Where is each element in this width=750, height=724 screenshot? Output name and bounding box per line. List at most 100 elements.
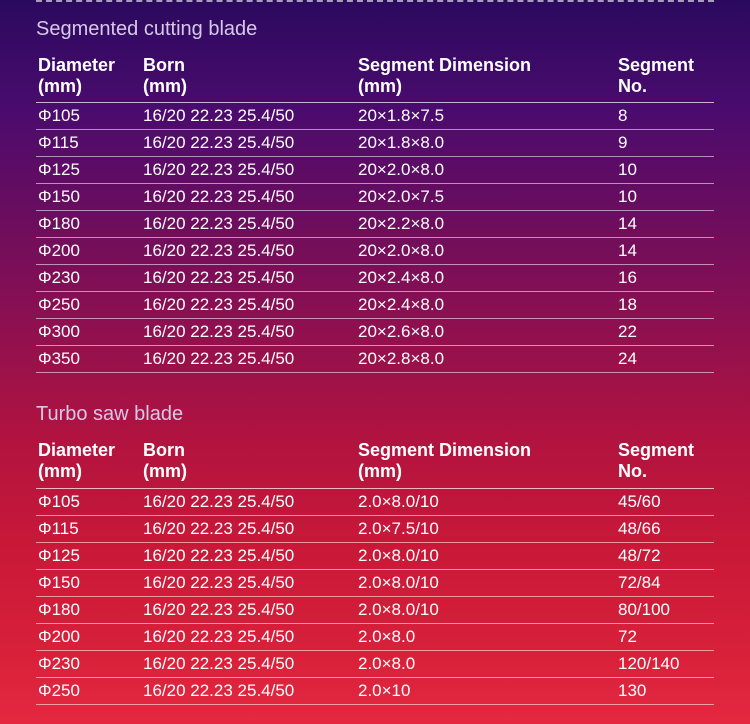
- table-cell: 130: [616, 677, 714, 704]
- table-cell: 16/20 22.23 25.4/50: [141, 515, 356, 542]
- table-cell: 20×2.2×8.0: [356, 211, 616, 238]
- table-cell: 16/20 22.23 25.4/50: [141, 211, 356, 238]
- table-row: Φ30016/20 22.23 25.4/5020×2.6×8.022: [36, 319, 714, 346]
- col-header-born: Born(mm): [141, 51, 356, 103]
- table-cell: Φ230: [36, 265, 141, 292]
- table-cell: 16/20 22.23 25.4/50: [141, 488, 356, 515]
- table-cell: 16: [616, 265, 714, 292]
- table-cell: Φ125: [36, 157, 141, 184]
- table-cell: 2.0×8.0/10: [356, 488, 616, 515]
- table-cell: 2.0×7.5/10: [356, 515, 616, 542]
- table-cell: Φ300: [36, 319, 141, 346]
- table-cell: 2.0×8.0: [356, 623, 616, 650]
- table-cell: 2.0×8.0/10: [356, 596, 616, 623]
- table-cell: 80/100: [616, 596, 714, 623]
- table-row: Φ11516/20 22.23 25.4/502.0×7.5/1048/66: [36, 515, 714, 542]
- table-cell: Φ230: [36, 650, 141, 677]
- table-row: Φ10516/20 22.23 25.4/502.0×8.0/1045/60: [36, 488, 714, 515]
- table-cell: 2.0×8.0/10: [356, 542, 616, 569]
- col-header-segment-no: SegmentNo.: [616, 436, 714, 488]
- table-cell: 16/20 22.23 25.4/50: [141, 319, 356, 346]
- table-cell: Φ180: [36, 596, 141, 623]
- table-cell: 20×2.6×8.0: [356, 319, 616, 346]
- table-row: Φ12516/20 22.23 25.4/5020×2.0×8.010: [36, 157, 714, 184]
- table-cell: 20×1.8×7.5: [356, 103, 616, 130]
- table-row: Φ12516/20 22.23 25.4/502.0×8.0/1048/72: [36, 542, 714, 569]
- table-cell: 20×2.0×8.0: [356, 157, 616, 184]
- table-body-2: Φ10516/20 22.23 25.4/502.0×8.0/1045/60Φ1…: [36, 488, 714, 704]
- table-row: Φ20016/20 22.23 25.4/5020×2.0×8.014: [36, 238, 714, 265]
- table-cell: 16/20 22.23 25.4/50: [141, 677, 356, 704]
- table-row: Φ15016/20 22.23 25.4/5020×2.0×7.510: [36, 184, 714, 211]
- table-cell: 2.0×8.0: [356, 650, 616, 677]
- table-row: Φ35016/20 22.23 25.4/5020×2.8×8.024: [36, 346, 714, 373]
- table-turbo: Diameter(mm) Born(mm) Segment Dimension(…: [36, 436, 714, 704]
- table-cell: Φ200: [36, 238, 141, 265]
- table-cell: 45/60: [616, 488, 714, 515]
- section-title-1: Segmented cutting blade: [36, 12, 714, 51]
- table-cell: 22: [616, 319, 714, 346]
- table-row: Φ23016/20 22.23 25.4/502.0×8.0120/140: [36, 650, 714, 677]
- table-cell: 14: [616, 211, 714, 238]
- table-row: Φ25016/20 22.23 25.4/5020×2.4×8.018: [36, 292, 714, 319]
- table-cell: 20×2.0×7.5: [356, 184, 616, 211]
- col-header-born: Born(mm): [141, 436, 356, 488]
- table-cell: 2.0×8.0/10: [356, 569, 616, 596]
- table-cell: 16/20 22.23 25.4/50: [141, 650, 356, 677]
- table-cell: Φ150: [36, 184, 141, 211]
- table-cell: 20×2.0×8.0: [356, 238, 616, 265]
- table-cell: 16/20 22.23 25.4/50: [141, 596, 356, 623]
- table-cell: Φ115: [36, 515, 141, 542]
- table-row: Φ25016/20 22.23 25.4/502.0×10130: [36, 677, 714, 704]
- table-cell: 16/20 22.23 25.4/50: [141, 103, 356, 130]
- col-header-diameter: Diameter(mm): [36, 436, 141, 488]
- table-row: Φ18016/20 22.23 25.4/5020×2.2×8.014: [36, 211, 714, 238]
- table-row: Φ23016/20 22.23 25.4/5020×2.4×8.016: [36, 265, 714, 292]
- table-cell: 2.0×10: [356, 677, 616, 704]
- table-cell: 16/20 22.23 25.4/50: [141, 184, 356, 211]
- table-body-1: Φ10516/20 22.23 25.4/5020×1.8×7.58Φ11516…: [36, 103, 714, 373]
- table-cell: 16/20 22.23 25.4/50: [141, 157, 356, 184]
- table-cell: 120/140: [616, 650, 714, 677]
- table-cell: 48/72: [616, 542, 714, 569]
- table-cell: 16/20 22.23 25.4/50: [141, 238, 356, 265]
- table-cell: 20×2.8×8.0: [356, 346, 616, 373]
- table-cell: 20×2.4×8.0: [356, 292, 616, 319]
- table-row: Φ10516/20 22.23 25.4/5020×1.8×7.58: [36, 103, 714, 130]
- table-row: Φ18016/20 22.23 25.4/502.0×8.0/1080/100: [36, 596, 714, 623]
- table-cell: 24: [616, 346, 714, 373]
- table-header-row: Diameter(mm) Born(mm) Segment Dimension(…: [36, 51, 714, 103]
- table-row: Φ11516/20 22.23 25.4/5020×1.8×8.09: [36, 130, 714, 157]
- table-cell: Φ180: [36, 211, 141, 238]
- col-header-segment-no: SegmentNo.: [616, 51, 714, 103]
- table-cell: Φ125: [36, 542, 141, 569]
- table-cell: Φ115: [36, 130, 141, 157]
- table-cell: 20×1.8×8.0: [356, 130, 616, 157]
- table-header-row: Diameter(mm) Born(mm) Segment Dimension(…: [36, 436, 714, 488]
- top-dashes: [36, 0, 714, 2]
- table-cell: 16/20 22.23 25.4/50: [141, 542, 356, 569]
- table-row: Φ20016/20 22.23 25.4/502.0×8.072: [36, 623, 714, 650]
- table-cell: 48/66: [616, 515, 714, 542]
- table-cell: Φ105: [36, 103, 141, 130]
- col-header-diameter: Diameter(mm): [36, 51, 141, 103]
- table-cell: 16/20 22.23 25.4/50: [141, 292, 356, 319]
- page-container: Segmented cutting blade Diameter(mm) Bor…: [0, 0, 750, 705]
- table-cell: Φ250: [36, 677, 141, 704]
- section-gap: [36, 373, 714, 397]
- table-cell: 16/20 22.23 25.4/50: [141, 130, 356, 157]
- table-cell: Φ105: [36, 488, 141, 515]
- table-cell: 72: [616, 623, 714, 650]
- table-cell: 9: [616, 130, 714, 157]
- col-header-segment-dimension: Segment Dimension(mm): [356, 51, 616, 103]
- table-cell: Φ250: [36, 292, 141, 319]
- table-cell: Φ200: [36, 623, 141, 650]
- table-row: Φ15016/20 22.23 25.4/502.0×8.0/1072/84: [36, 569, 714, 596]
- table-cell: Φ150: [36, 569, 141, 596]
- table-cell: 72/84: [616, 569, 714, 596]
- table-cell: 10: [616, 184, 714, 211]
- table-segmented: Diameter(mm) Born(mm) Segment Dimension(…: [36, 51, 714, 373]
- table-cell: 16/20 22.23 25.4/50: [141, 265, 356, 292]
- table-cell: 20×2.4×8.0: [356, 265, 616, 292]
- table-cell: 16/20 22.23 25.4/50: [141, 346, 356, 373]
